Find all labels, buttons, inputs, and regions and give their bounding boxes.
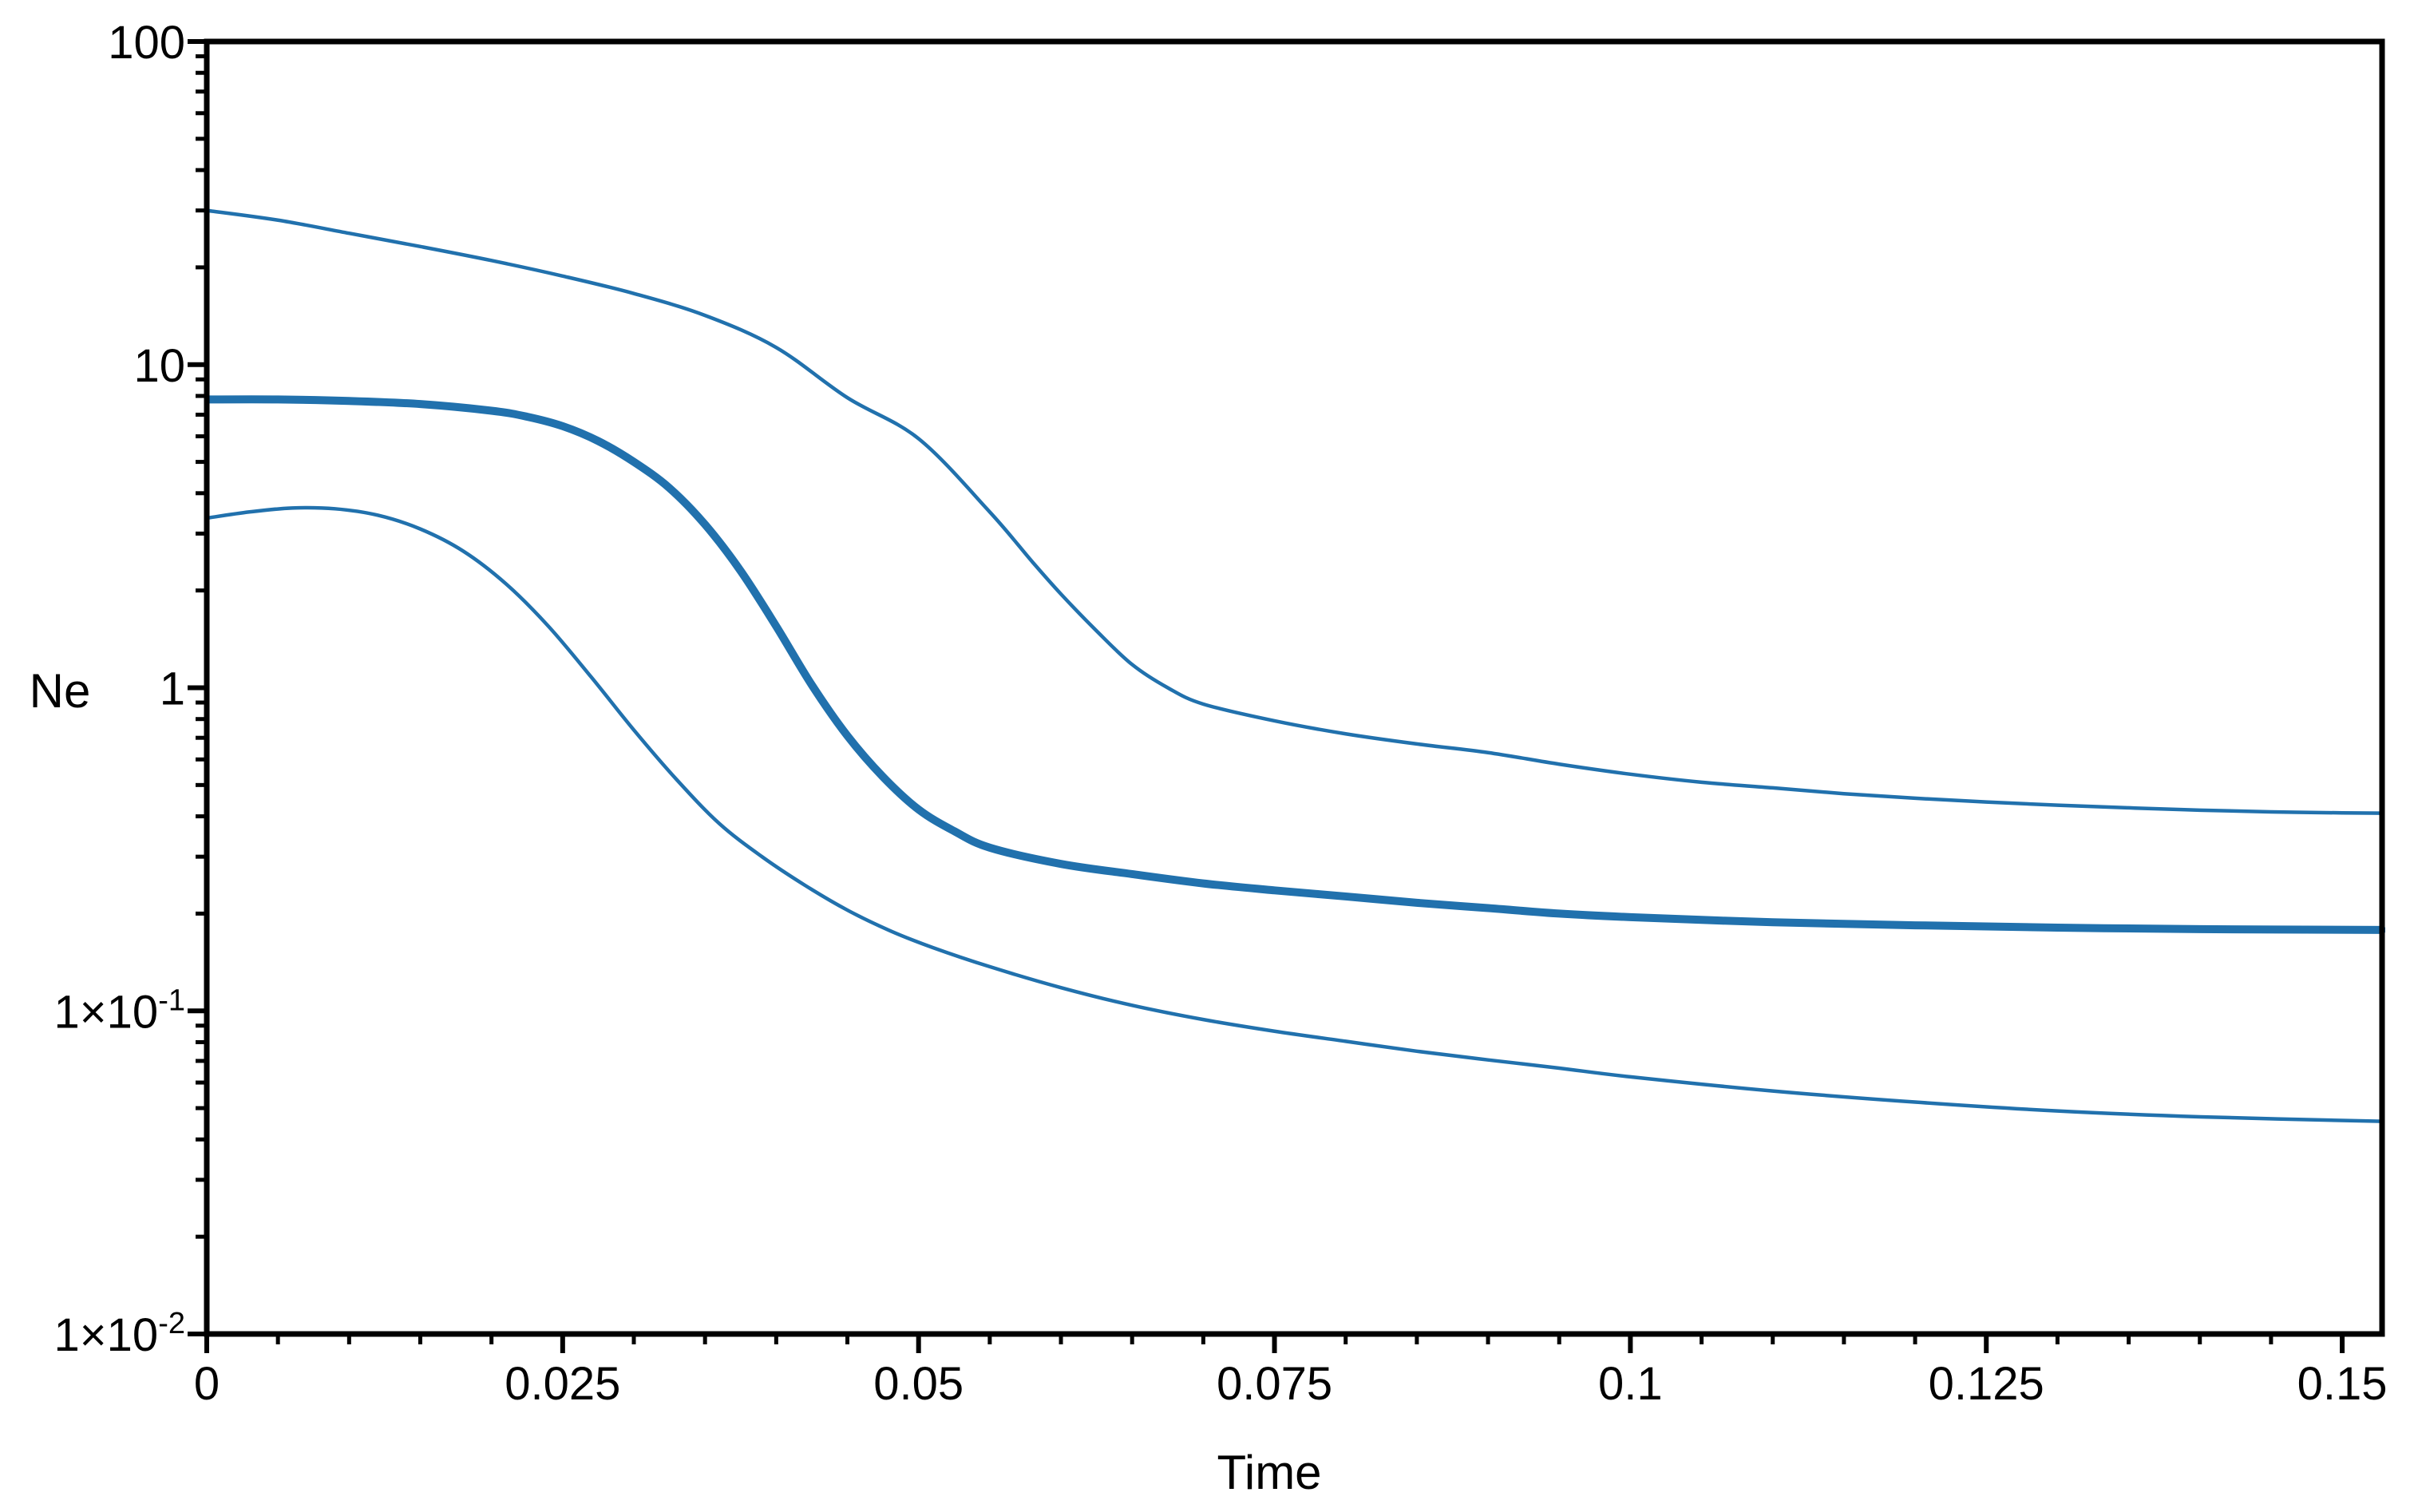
x-tick-label: 0.025	[505, 1358, 620, 1410]
y-tick-label: 10	[133, 340, 185, 392]
x-tick-label: 0.05	[873, 1358, 964, 1410]
y-tick-label: 1×10-2	[54, 1307, 185, 1361]
x-tick-label: 0.15	[2297, 1358, 2388, 1410]
y-axis-title: Ne	[29, 664, 91, 718]
x-tick-label: 0.125	[1929, 1358, 2044, 1410]
median-line	[204, 395, 2385, 934]
x-tick-label: 0.1	[1598, 1358, 1663, 1410]
plot-border	[204, 38, 2385, 1337]
hpd-lower-line	[204, 505, 2384, 1123]
curves-group	[204, 208, 2385, 1123]
hpd-upper-line	[204, 208, 2384, 815]
y-tick-label: 1	[160, 663, 185, 715]
x-tick-label: 0	[194, 1358, 220, 1410]
x-axis-title: Time	[1217, 1446, 1322, 1499]
y-tick-label: 1×10-1	[54, 984, 185, 1038]
x-tick-label: 0.075	[1217, 1358, 1332, 1410]
y-tick-label: 100	[108, 17, 185, 69]
